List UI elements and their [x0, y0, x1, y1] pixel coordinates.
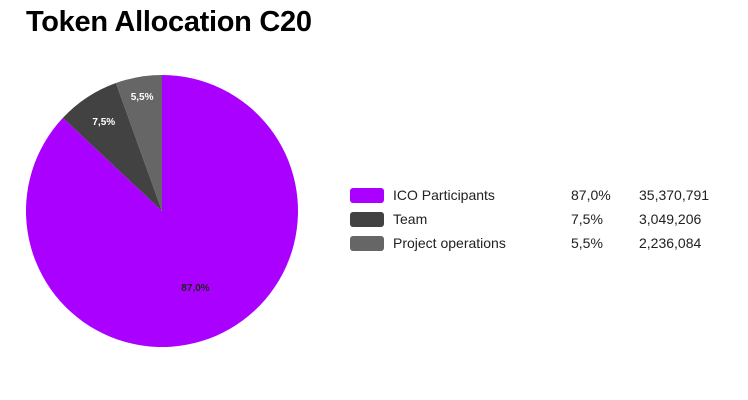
slice-label: 5,5% [131, 92, 154, 103]
pie-slices [25, 75, 299, 347]
slice-label: 87,0% [181, 283, 209, 294]
legend-amount: 35,370,791 [639, 187, 710, 203]
legend-percent: 5,5% [571, 235, 603, 251]
legend-item-ico-participants: ICO Participants 87,0% 35,370,791 [350, 185, 730, 209]
legend-label: Project operations [393, 235, 506, 251]
legend-percent: 87,0% [571, 187, 611, 203]
legend-item-project-operations: Project operations 5,5% 2,236,084 [350, 233, 730, 257]
pie-slice-project-operations [115, 75, 162, 211]
legend-amount: 3,049,206 [639, 211, 702, 227]
legend-label: Team [393, 211, 428, 227]
chart-title: Token Allocation C20 [26, 6, 312, 38]
legend-swatch-project-operations [350, 236, 384, 251]
pie-chart: 87,0% 7,5% 5,5% [25, 75, 299, 347]
legend-percent: 7,5% [571, 211, 603, 227]
legend-item-team: Team 7,5% 3,049,206 [350, 209, 730, 233]
legend-swatch-team [350, 212, 384, 227]
legend-label: ICO Participants [393, 187, 495, 203]
legend-amount: 2,236,084 [639, 235, 702, 251]
pie-slice-team [62, 83, 162, 211]
slice-label: 7,5% [92, 117, 115, 128]
legend: ICO Participants 87,0% 35,370,791 Team 7… [350, 185, 730, 257]
legend-swatch-ico-participants [350, 188, 384, 203]
pie-slice-labels: 87,0% 7,5% 5,5% [92, 92, 209, 294]
